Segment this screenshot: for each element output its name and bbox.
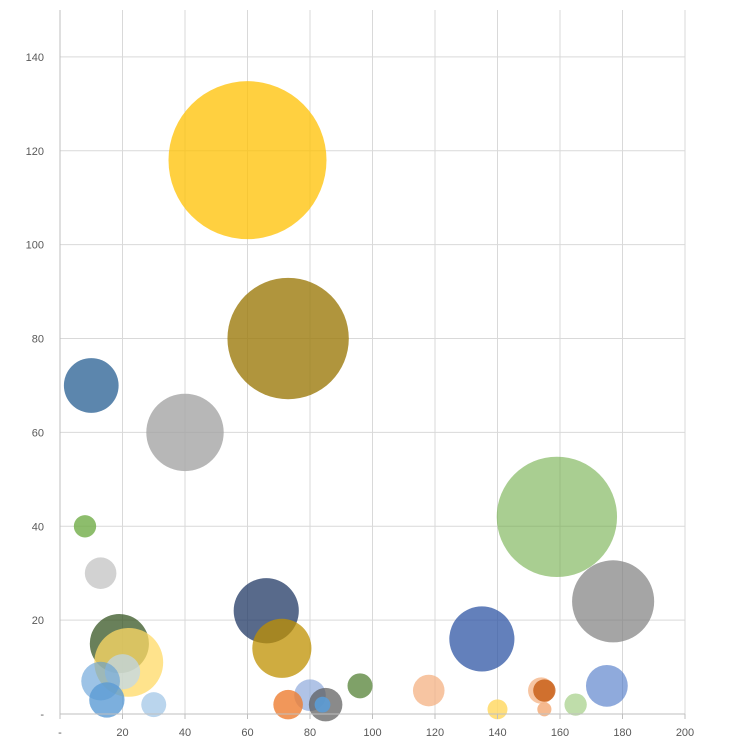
bubble-point-4[interactable] — [146, 393, 224, 472]
y-tick-label: 60 — [32, 427, 44, 439]
y-tick-label: - — [40, 709, 44, 721]
bubble-point-14[interactable] — [89, 682, 125, 718]
x-tick-label: 40 — [179, 727, 191, 739]
x-tick-label: 200 — [676, 727, 694, 739]
x-tick-label: - — [58, 727, 62, 739]
x-tick-label: 180 — [613, 727, 631, 739]
bubble-point-3[interactable] — [496, 456, 618, 578]
bubble-point-15[interactable] — [141, 692, 167, 718]
bubble-point-23[interactable] — [564, 693, 587, 716]
y-tick-label: 100 — [26, 240, 44, 252]
bubble-point-10[interactable] — [252, 618, 312, 678]
x-tick-label: 20 — [116, 727, 128, 739]
x-tick-label: 140 — [488, 727, 506, 739]
bubble-point-19[interactable] — [347, 673, 373, 699]
y-tick-label: 80 — [32, 334, 44, 346]
x-tick-label: 100 — [363, 727, 381, 739]
axes: - 20 40 60 80 100 120 140 - 20 40 60 80 100 120 140 160 1… — [26, 10, 694, 739]
bubble-point-6[interactable] — [63, 358, 119, 413]
y-tick-label: 40 — [32, 521, 44, 533]
bubble-point-2[interactable] — [227, 277, 349, 400]
bubble-point-29[interactable] — [537, 702, 552, 717]
x-tick-label: 60 — [241, 727, 253, 739]
bubble-point-16[interactable] — [84, 557, 117, 589]
x-tick-label: 160 — [551, 727, 569, 739]
bubbles — [63, 81, 655, 722]
bubble-point-25[interactable] — [273, 689, 303, 720]
bubble-point-20[interactable] — [412, 674, 445, 707]
bubble-point-17[interactable] — [73, 515, 97, 538]
y-tick-label: 20 — [32, 615, 44, 627]
bubble-point-27[interactable] — [314, 696, 331, 713]
x-tick-label: 120 — [426, 727, 444, 739]
bubble-point-1[interactable] — [168, 81, 327, 240]
bubble-point-18[interactable] — [585, 664, 628, 707]
bubble-point-5[interactable] — [572, 560, 655, 643]
y-tick-label: 120 — [26, 146, 44, 158]
x-tick-label: 80 — [304, 727, 316, 739]
bubble-point-8[interactable] — [449, 606, 515, 672]
bubble-point-22[interactable] — [533, 679, 556, 702]
y-tick-label: 140 — [26, 52, 44, 64]
